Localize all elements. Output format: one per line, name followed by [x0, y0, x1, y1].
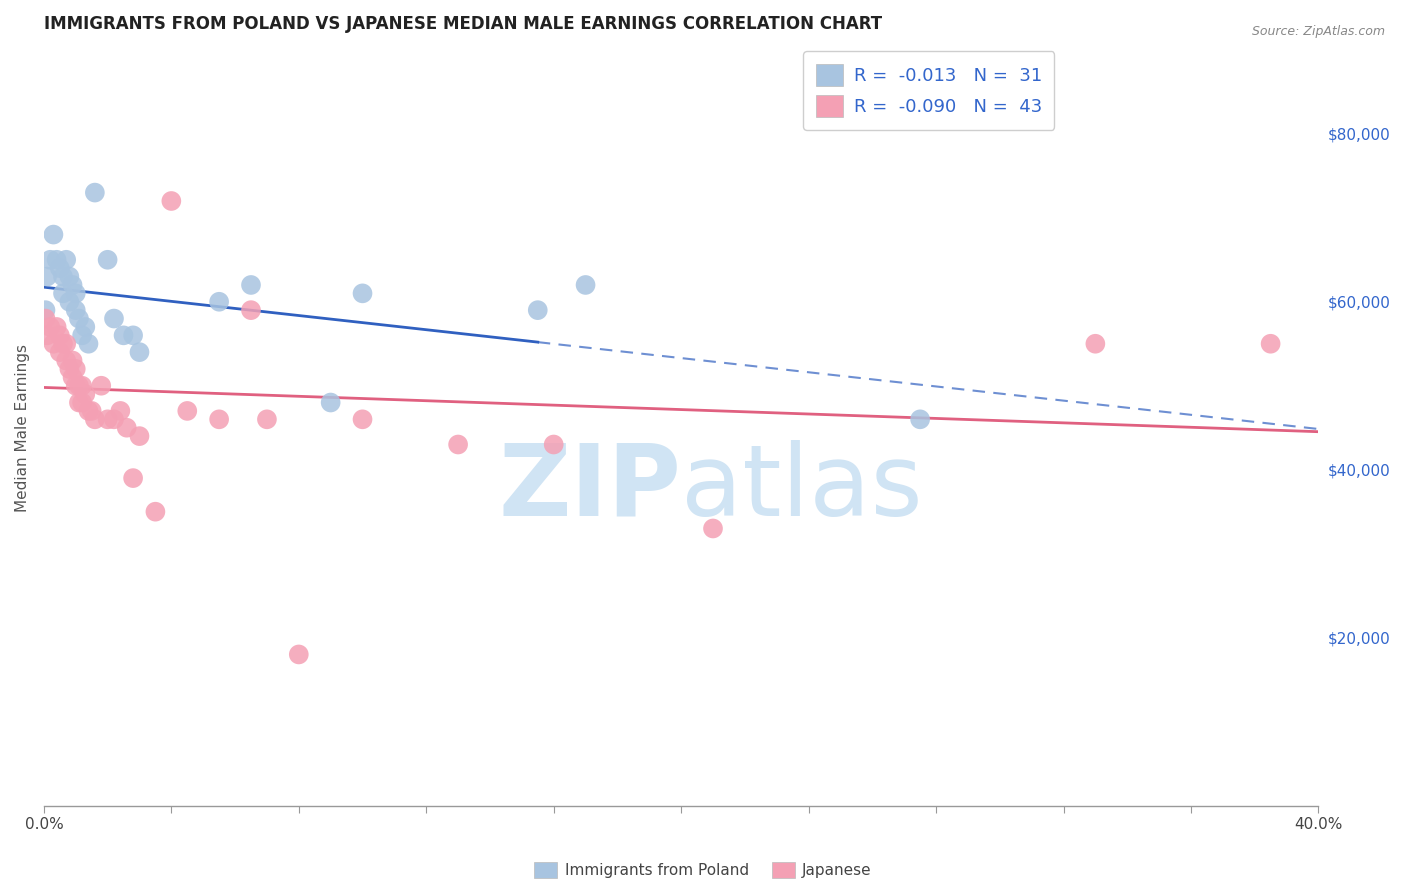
Point — [115, 420, 138, 434]
Point — [39, 252, 62, 267]
Point — [35, 328, 58, 343]
Point — [352, 412, 374, 426]
Point — [45, 320, 67, 334]
Point — [58, 269, 80, 284]
Point — [128, 429, 150, 443]
Point — [574, 277, 596, 292]
Point — [83, 186, 105, 200]
Point — [145, 505, 167, 519]
Point — [65, 303, 87, 318]
Point — [75, 320, 97, 334]
Point — [42, 336, 65, 351]
Point — [65, 286, 87, 301]
Point — [908, 412, 931, 426]
Point — [49, 261, 72, 276]
Point — [319, 395, 342, 409]
Point — [1084, 336, 1107, 351]
Point — [240, 303, 263, 318]
Point — [62, 353, 84, 368]
Point — [122, 328, 145, 343]
Point — [97, 252, 120, 267]
Text: Source: ZipAtlas.com: Source: ZipAtlas.com — [1251, 25, 1385, 38]
Point — [208, 412, 231, 426]
Point — [240, 277, 263, 292]
Point — [52, 336, 75, 351]
Point — [80, 404, 103, 418]
Point — [447, 437, 470, 451]
Point — [62, 370, 84, 384]
Point — [49, 328, 72, 343]
Point — [110, 404, 132, 418]
Point — [45, 252, 67, 267]
Point — [256, 412, 278, 426]
Point — [35, 269, 58, 284]
Point — [34, 311, 56, 326]
Point — [97, 412, 120, 426]
Point — [55, 336, 77, 351]
Point — [67, 378, 90, 392]
Point — [90, 378, 112, 392]
Point — [83, 412, 105, 426]
Point — [103, 311, 125, 326]
Legend: R =  -0.013   N =  31, R =  -0.090   N =  43: R = -0.013 N = 31, R = -0.090 N = 43 — [803, 52, 1054, 129]
Text: ZIP: ZIP — [498, 440, 681, 537]
Legend: Immigrants from Poland, Japanese: Immigrants from Poland, Japanese — [529, 856, 877, 884]
Point — [77, 336, 100, 351]
Point — [67, 395, 90, 409]
Point — [128, 345, 150, 359]
Point — [702, 521, 724, 535]
Point — [103, 412, 125, 426]
Point — [208, 294, 231, 309]
Point — [70, 328, 93, 343]
Text: IMMIGRANTS FROM POLAND VS JAPANESE MEDIAN MALE EARNINGS CORRELATION CHART: IMMIGRANTS FROM POLAND VS JAPANESE MEDIA… — [44, 15, 882, 33]
Point — [543, 437, 565, 451]
Point — [39, 320, 62, 334]
Point — [526, 303, 548, 318]
Point — [70, 378, 93, 392]
Point — [58, 362, 80, 376]
Point — [65, 378, 87, 392]
Point — [122, 471, 145, 485]
Point — [55, 252, 77, 267]
Point — [49, 345, 72, 359]
Point — [75, 387, 97, 401]
Point — [160, 194, 183, 208]
Point — [112, 328, 135, 343]
Point — [42, 227, 65, 242]
Point — [288, 648, 311, 662]
Point — [176, 404, 198, 418]
Point — [58, 294, 80, 309]
Point — [52, 286, 75, 301]
Point — [67, 311, 90, 326]
Point — [77, 404, 100, 418]
Point — [65, 362, 87, 376]
Point — [34, 303, 56, 318]
Point — [52, 269, 75, 284]
Point — [62, 277, 84, 292]
Point — [55, 353, 77, 368]
Point — [1260, 336, 1282, 351]
Point — [352, 286, 374, 301]
Text: atlas: atlas — [681, 440, 922, 537]
Point — [70, 395, 93, 409]
Y-axis label: Median Male Earnings: Median Male Earnings — [15, 343, 30, 512]
